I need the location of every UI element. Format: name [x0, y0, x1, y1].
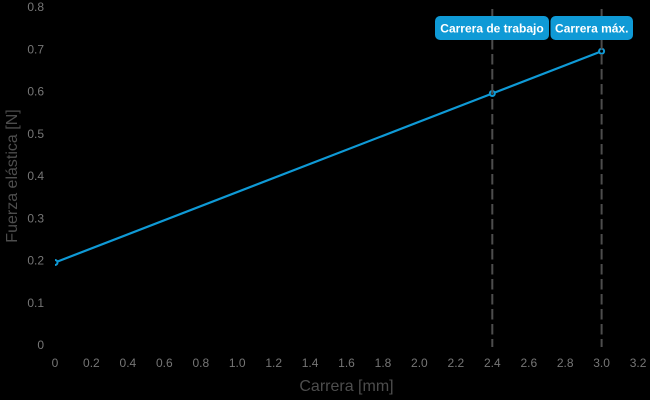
svg-text:1.4: 1.4 [302, 356, 319, 370]
svg-text:0.6: 0.6 [27, 85, 44, 99]
svg-text:0.2: 0.2 [83, 356, 100, 370]
svg-text:1.8: 1.8 [375, 356, 392, 370]
svg-text:Fuerza elástica [N]: Fuerza elástica [N] [4, 109, 21, 242]
svg-text:2.2: 2.2 [448, 356, 465, 370]
svg-text:Carrera [mm]: Carrera [mm] [299, 378, 393, 395]
svg-text:2.6: 2.6 [520, 356, 537, 370]
svg-text:2.4: 2.4 [484, 356, 501, 370]
svg-text:2.8: 2.8 [557, 356, 574, 370]
svg-text:1.2: 1.2 [265, 356, 282, 370]
svg-text:0: 0 [52, 356, 59, 370]
svg-text:0.4: 0.4 [120, 356, 137, 370]
svg-text:0.7: 0.7 [27, 42, 44, 56]
svg-text:0.6: 0.6 [156, 356, 173, 370]
svg-text:0.3: 0.3 [27, 211, 44, 225]
svg-text:0.8: 0.8 [192, 356, 209, 370]
svg-text:0.1: 0.1 [27, 296, 44, 310]
svg-text:Carrera máx.: Carrera máx. [555, 22, 628, 36]
svg-text:0.8: 0.8 [27, 0, 44, 14]
svg-text:0.5: 0.5 [27, 127, 44, 141]
svg-text:Carrera de trabajo: Carrera de trabajo [440, 22, 543, 36]
svg-text:1.0: 1.0 [229, 356, 246, 370]
svg-text:0.4: 0.4 [27, 169, 44, 183]
svg-text:3.2: 3.2 [630, 356, 647, 370]
svg-text:0: 0 [37, 338, 44, 352]
svg-text:2.0: 2.0 [411, 356, 428, 370]
svg-text:0.2: 0.2 [27, 254, 44, 268]
svg-text:3.0: 3.0 [593, 356, 610, 370]
svg-text:1.6: 1.6 [338, 356, 355, 370]
